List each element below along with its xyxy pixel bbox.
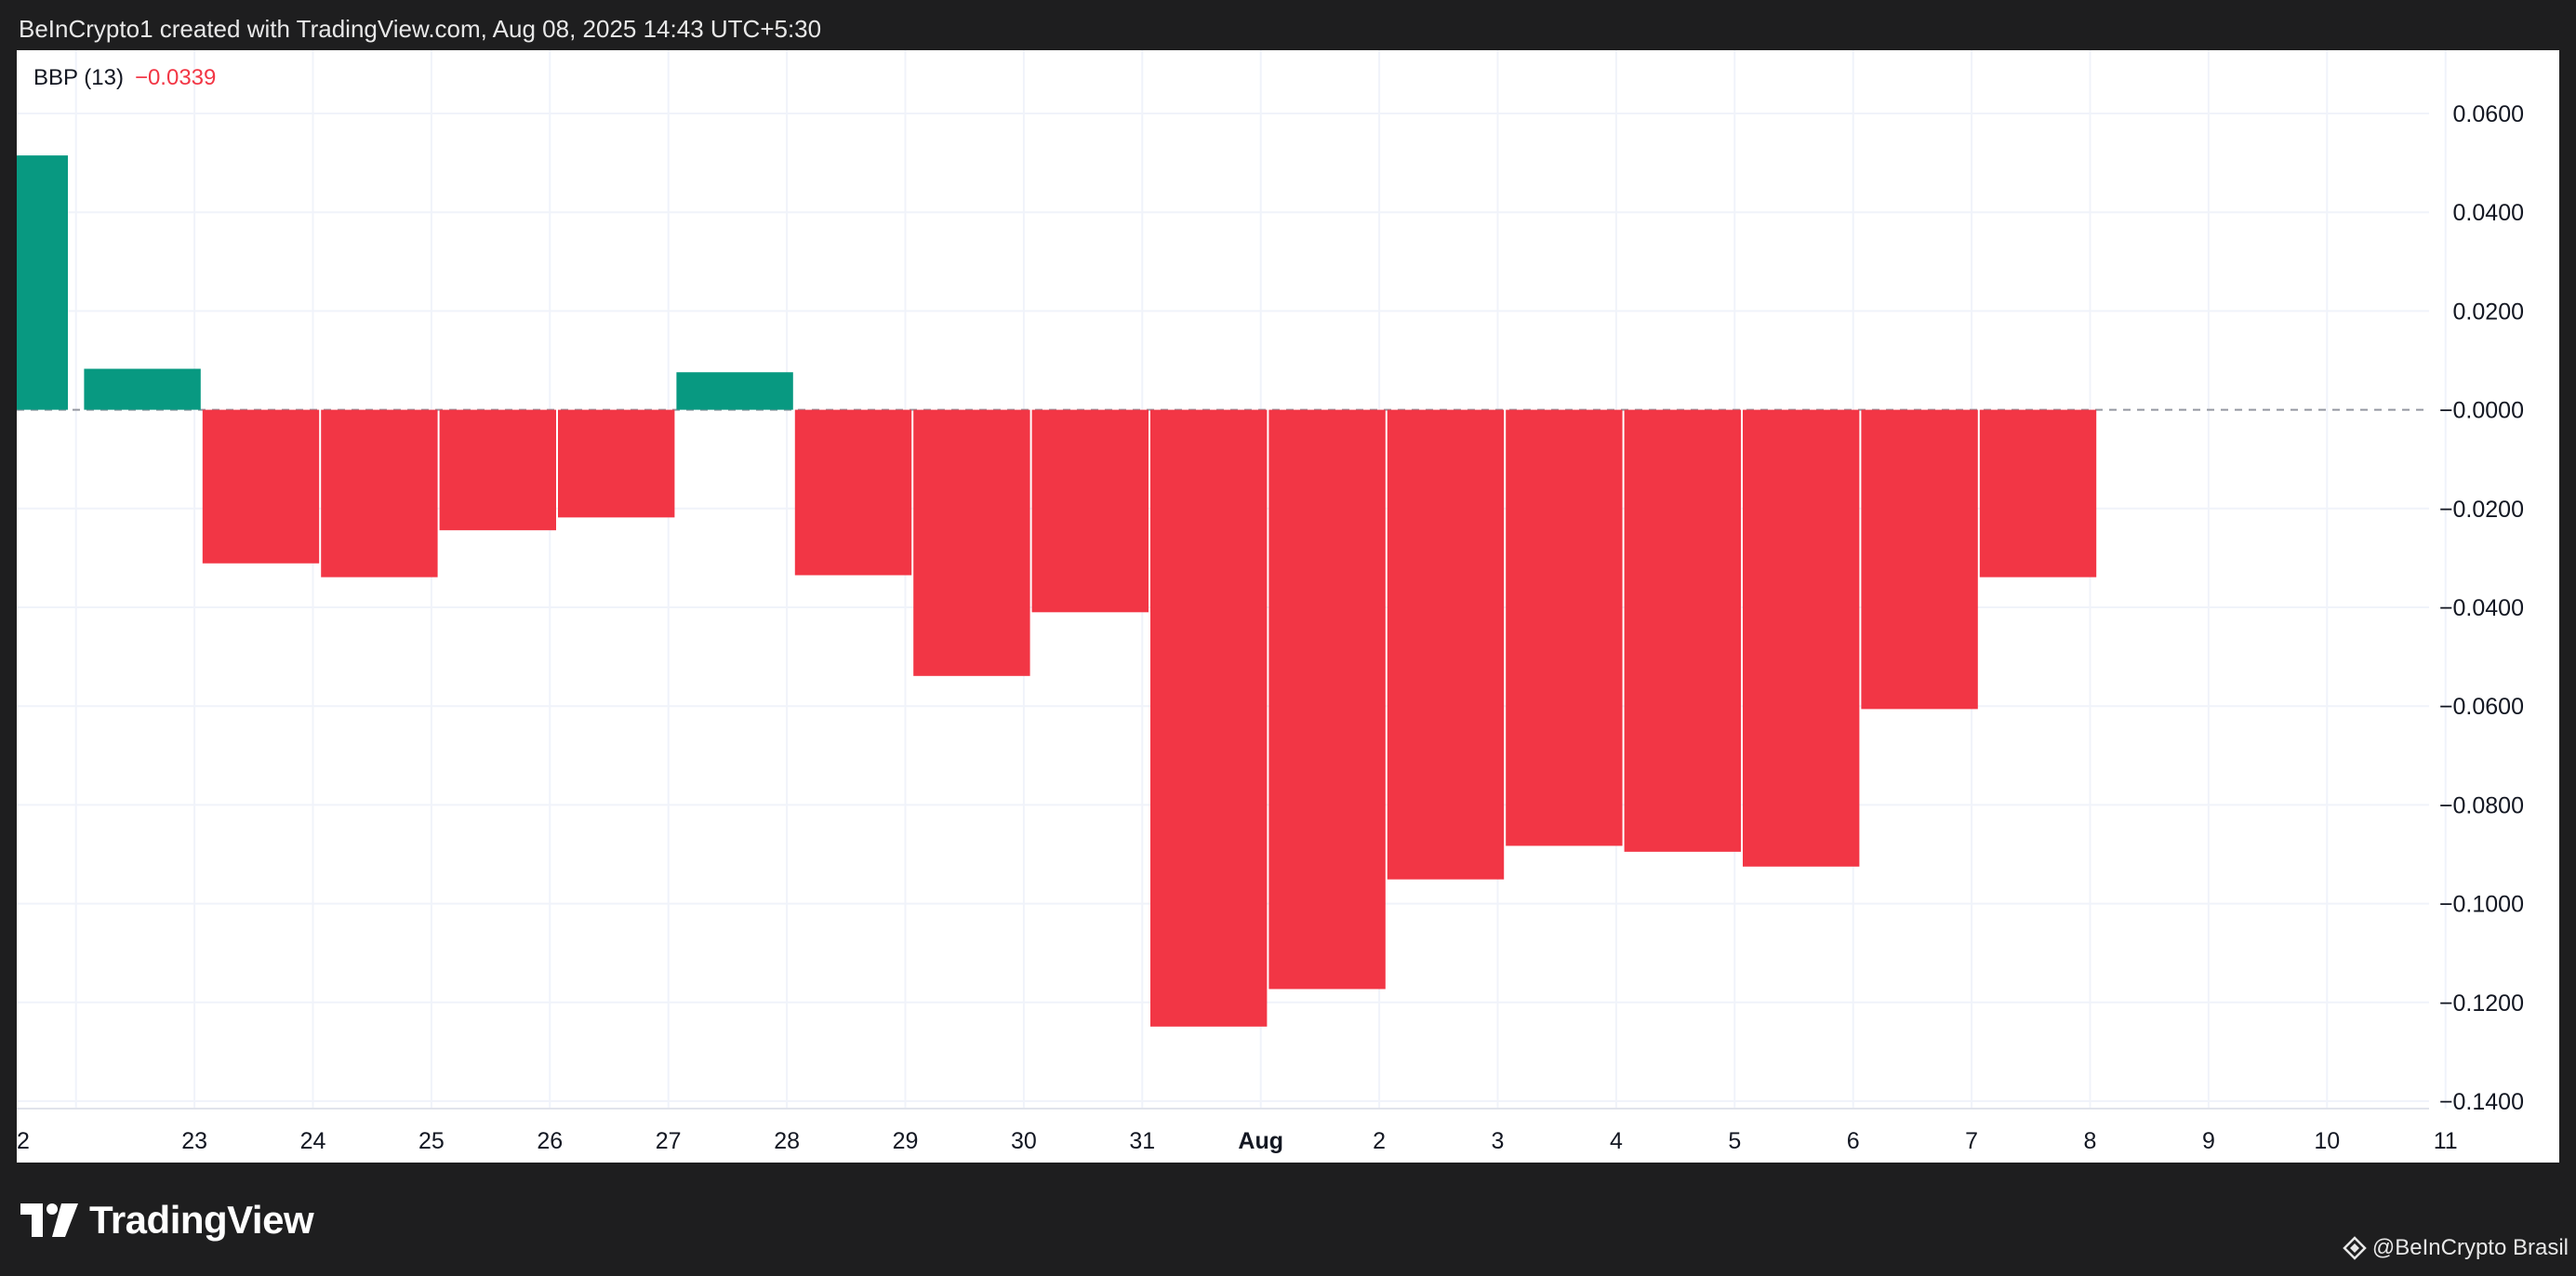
chart-caption: BeInCrypto1 created with TradingView.com…	[0, 0, 2576, 50]
x-tick-label: 11	[2434, 1128, 2458, 1154]
bar-8	[1979, 409, 2097, 578]
x-tick-label: 23	[181, 1128, 207, 1154]
bar-6	[1743, 409, 1860, 867]
bars	[17, 155, 2097, 1027]
bar-2	[1268, 409, 1386, 990]
caption-text: BeInCrypto1 created with TradingView.com…	[19, 15, 822, 43]
indicator-name: BBP (13)	[33, 65, 124, 90]
credit-text: @BeInCrypto Brasil	[2371, 1235, 2569, 1260]
x-tick-label: 30	[1011, 1128, 1037, 1154]
y-axis[interactable]: 0.0600 0.0400 0.0200 −0.0000 −0.0200 −0.0400 −…	[2439, 101, 2524, 1115]
x-tick-label: 2	[1373, 1128, 1386, 1154]
y-tick-label: −0.0800	[2439, 792, 2524, 818]
y-tick-label: −0.1000	[2439, 892, 2524, 918]
bar-7	[1861, 409, 1978, 710]
chart-area[interactable]: 2 23 24 25 26 27 28 29 30 31 Aug 2 3 4 5 6 7 8 9 10 11 0.060…	[17, 50, 2559, 1163]
x-tick-label: 28	[774, 1128, 800, 1154]
x-tick-label: 25	[418, 1128, 445, 1154]
y-tick-label: 0.0400	[2453, 200, 2524, 226]
tradingview-logo: TradingView	[20, 1198, 314, 1242]
x-axis: 2 23 24 25 26 27 28 29 30 31 Aug 2 3 4 5 6 7 8 9 10 11	[17, 1128, 2458, 1154]
y-tick-label: −0.1200	[2439, 990, 2524, 1017]
x-tick-label: 4	[1610, 1128, 1623, 1154]
y-tick-label: −0.0400	[2439, 595, 2524, 621]
bar-27	[558, 409, 675, 518]
x-tick-label: 5	[1728, 1128, 1741, 1154]
bar-25	[321, 409, 438, 578]
bar-31	[1031, 409, 1149, 613]
indicator-value: −0.0339	[134, 65, 217, 90]
x-tick-label: 9	[2202, 1128, 2215, 1154]
bar-28	[676, 372, 793, 410]
y-tick-label: −0.0000	[2439, 398, 2524, 424]
credit: @BeInCrypto Brasil	[2343, 1235, 2569, 1261]
beincrypto-icon	[2343, 1236, 2367, 1260]
tradingview-logo-text: TradingView	[89, 1198, 314, 1242]
x-tick-label: 2	[17, 1128, 30, 1154]
bar-4	[1506, 409, 1623, 846]
indicator-legend[interactable]: BBP (13) −0.0339	[33, 65, 216, 91]
y-tick-label: −0.0600	[2439, 694, 2524, 720]
tradingview-logo-icon	[20, 1203, 78, 1237]
bar-26	[439, 409, 556, 531]
bbp-histogram[interactable]: 2 23 24 25 26 27 28 29 30 31 Aug 2 3 4 5 6 7 8 9 10 11 0.060…	[17, 50, 2559, 1163]
y-tick-label: 0.0600	[2453, 101, 2524, 127]
y-tick-label: −0.1400	[2439, 1089, 2524, 1115]
y-tick-label: −0.0200	[2439, 497, 2524, 523]
x-tick-label: 7	[1965, 1128, 1978, 1154]
x-tick-label: 31	[1129, 1128, 1155, 1154]
bar-23	[84, 368, 201, 410]
x-tick-label: Aug	[1238, 1128, 1283, 1154]
bar-3	[1387, 409, 1505, 880]
x-tick-label: 6	[1847, 1128, 1860, 1154]
x-tick-label: 26	[537, 1128, 563, 1154]
x-tick-label: 24	[300, 1128, 326, 1154]
x-tick-label: 10	[2314, 1128, 2340, 1154]
bar-aug-1	[1150, 409, 1268, 1027]
bar-22	[17, 155, 68, 410]
x-tick-label: 8	[2084, 1128, 2097, 1154]
bar-24	[202, 409, 320, 564]
bar-29	[794, 409, 912, 576]
x-tick-label: 3	[1492, 1128, 1505, 1154]
y-tick-label: 0.0200	[2453, 299, 2524, 325]
bar-30	[913, 409, 1030, 676]
x-tick-label: 29	[893, 1128, 919, 1154]
bar-5	[1624, 409, 1741, 852]
x-tick-label: 27	[656, 1128, 682, 1154]
